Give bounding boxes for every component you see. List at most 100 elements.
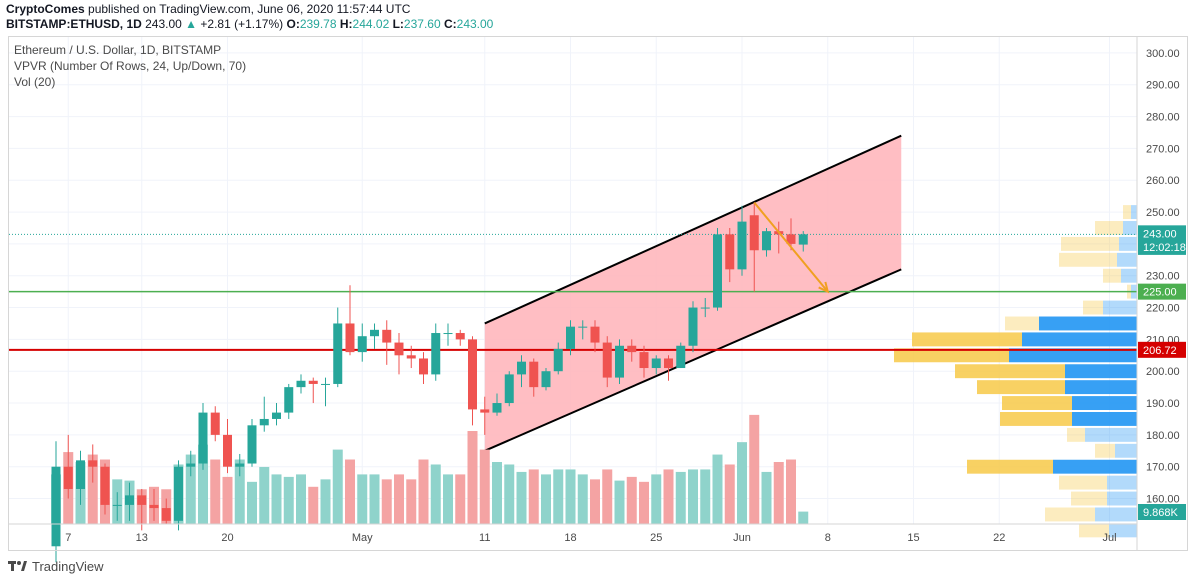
candle-body bbox=[529, 361, 539, 388]
legend-title[interactable]: Ethereum / U.S. Dollar, 1D, BITSTAMP bbox=[14, 43, 222, 57]
candle-body bbox=[602, 342, 612, 378]
symbol-label[interactable]: BITSTAMP:ETHUSD, 1D bbox=[6, 17, 142, 31]
volume-bar bbox=[467, 431, 478, 524]
price-tick-label: 270.00 bbox=[1146, 143, 1180, 155]
candle-body bbox=[137, 495, 147, 505]
vp-down-bar bbox=[1059, 252, 1117, 267]
footer-brand[interactable]: TradingView bbox=[32, 558, 104, 574]
volume-bar bbox=[418, 459, 429, 524]
candle-body bbox=[443, 333, 453, 335]
candle-body bbox=[615, 345, 624, 378]
author-name[interactable]: CryptoComes bbox=[6, 2, 85, 16]
candle-body bbox=[333, 323, 343, 384]
candle-body bbox=[100, 466, 110, 505]
volume-bar bbox=[516, 471, 527, 524]
time-tick-label: 8 bbox=[825, 532, 831, 544]
vp-down-bar bbox=[1045, 507, 1095, 522]
channel-fill bbox=[484, 135, 902, 451]
candle-body bbox=[504, 374, 514, 404]
candle-body bbox=[247, 425, 257, 464]
price-tick-label: 200.00 bbox=[1146, 366, 1180, 378]
candle-body bbox=[627, 345, 637, 353]
vp-down-bar bbox=[1079, 523, 1109, 538]
vp-down-bar bbox=[955, 364, 1065, 379]
candle-body bbox=[676, 345, 686, 369]
legend-volume[interactable]: Vol (20) bbox=[14, 75, 56, 89]
price-tick-label: 280.00 bbox=[1146, 112, 1180, 124]
vp-up-bar bbox=[1022, 332, 1137, 347]
volume-bar bbox=[688, 469, 698, 524]
vp-down-bar bbox=[1083, 300, 1103, 315]
price-tick-label: 180.00 bbox=[1146, 430, 1180, 442]
vp-up-bar bbox=[1119, 236, 1137, 251]
volume-bar bbox=[663, 469, 674, 524]
channel-lower-line bbox=[484, 268, 902, 452]
forecast-arrow-head bbox=[818, 281, 830, 294]
volume-bar bbox=[406, 479, 417, 524]
chart-header: CryptoComes published on TradingView.com… bbox=[0, 0, 1196, 34]
vp-up-bar bbox=[1095, 507, 1137, 522]
legend-vpvr[interactable]: VPVR (Number Of Rows, 24, Up/Down, 70) bbox=[14, 59, 247, 73]
chart-frame bbox=[8, 36, 1188, 551]
volume-bar bbox=[786, 459, 796, 524]
volume-label-bg bbox=[1138, 504, 1186, 520]
volume-bar bbox=[308, 486, 319, 524]
time-tick-label: 22 bbox=[993, 532, 1005, 544]
price-label: 225.00 bbox=[1143, 287, 1177, 299]
candle-body bbox=[762, 231, 771, 251]
price-tick-label: 290.00 bbox=[1146, 80, 1180, 92]
volume-bar bbox=[283, 476, 294, 524]
vp-down-bar bbox=[1103, 268, 1121, 283]
volume-bar bbox=[87, 454, 98, 524]
vp-down-bar bbox=[1123, 205, 1131, 220]
volume-bar bbox=[504, 464, 515, 524]
triangle-up-icon: ▲ bbox=[185, 17, 198, 31]
candle-body bbox=[76, 460, 85, 489]
price-tick-label: 190.00 bbox=[1146, 398, 1180, 410]
candle-body bbox=[517, 361, 526, 375]
vp-up-bar bbox=[1109, 523, 1137, 538]
price-label: 243.00 bbox=[1143, 228, 1177, 240]
vp-down-bar bbox=[1071, 491, 1107, 506]
vp-up-bar bbox=[1123, 221, 1137, 235]
volume-bar bbox=[345, 459, 355, 524]
candle-body bbox=[406, 355, 416, 359]
volume-bar bbox=[553, 469, 564, 524]
open-value: 239.78 bbox=[299, 17, 337, 31]
price-label-bg bbox=[1138, 238, 1186, 255]
candle-body bbox=[394, 342, 404, 356]
vp-up-bar bbox=[1053, 459, 1137, 474]
vp-up-bar bbox=[1039, 316, 1137, 331]
candle-body bbox=[725, 234, 735, 270]
volume-bar bbox=[675, 471, 686, 524]
volume-bar bbox=[369, 474, 380, 524]
volume-bar bbox=[700, 469, 711, 524]
volume-bar bbox=[541, 474, 551, 524]
time-tick-label: 15 bbox=[907, 532, 919, 544]
high-label: H: bbox=[339, 17, 353, 31]
time-tick-label: 13 bbox=[136, 532, 148, 544]
time-tick-label: 7 bbox=[65, 532, 71, 544]
candle-body bbox=[284, 387, 294, 413]
volume-bar bbox=[455, 474, 466, 524]
candle-body bbox=[51, 466, 61, 547]
price-tick-label: 260.00 bbox=[1146, 175, 1180, 187]
candle-body bbox=[223, 434, 232, 467]
vp-up-bar bbox=[1107, 475, 1137, 490]
candle-body bbox=[786, 234, 796, 244]
volume-bar bbox=[651, 474, 662, 524]
low-value: 237.60 bbox=[403, 17, 441, 31]
volume-bar bbox=[296, 474, 306, 524]
vp-up-bar bbox=[1072, 396, 1137, 411]
volume-bar bbox=[210, 459, 221, 524]
candle-body bbox=[737, 221, 747, 270]
vp-up-bar bbox=[1103, 300, 1137, 315]
price-tick-label: 300.00 bbox=[1146, 48, 1180, 60]
volume-bar bbox=[602, 469, 613, 524]
vp-up-bar bbox=[1115, 443, 1137, 458]
price-label-bg bbox=[1138, 341, 1186, 358]
volume-bar bbox=[614, 480, 625, 524]
tradingview-logo-icon bbox=[8, 561, 27, 571]
vp-up-bar bbox=[1065, 364, 1137, 379]
